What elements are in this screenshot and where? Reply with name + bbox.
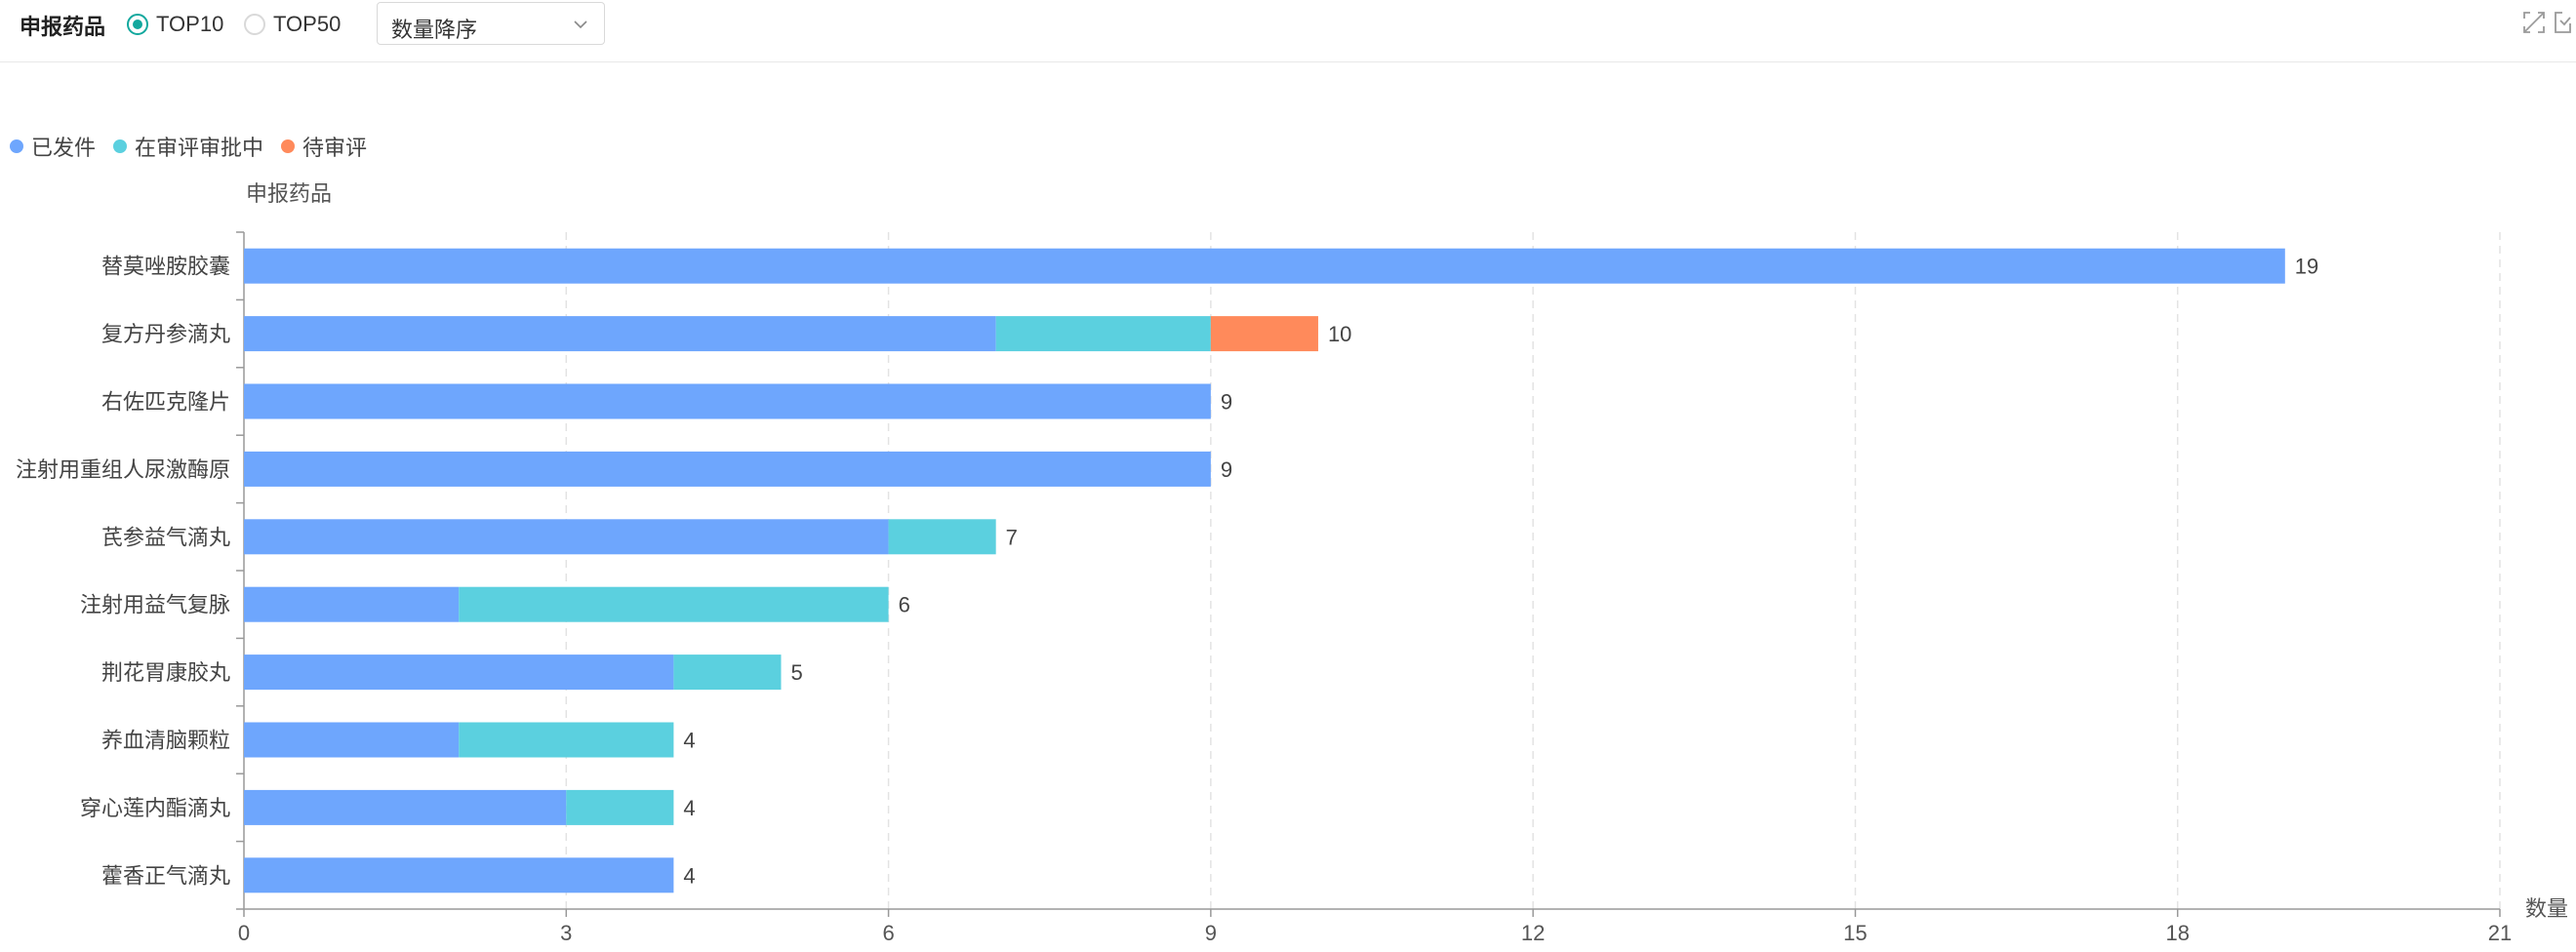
export-icon[interactable] [2553,10,2572,35]
bar-segment [244,248,2285,284]
bar-total-label: 4 [683,796,695,820]
bar-total-label: 7 [1006,525,1018,549]
bar-total-label: 19 [2295,255,2318,279]
radio-top50-label: TOP50 [273,12,342,36]
bar-total-label: 6 [899,593,910,617]
x-tick-label: 21 [2488,921,2512,945]
x-tick-label: 6 [882,921,894,945]
chevron-down-icon [574,20,587,29]
legend-item-issued[interactable]: 已发件 [10,131,96,162]
legend-item-pending[interactable]: 待审评 [281,131,367,162]
x-axis-title: 数量 [2525,896,2568,921]
legend-swatch-issued [10,139,23,153]
bar-segment [244,451,1211,487]
bar-total-label: 9 [1221,390,1232,415]
y-category-label: 替莫唑胺胶囊 [101,255,230,279]
radio-checked-icon[interactable] [127,14,148,35]
bar-segment [459,722,674,758]
radio-top50[interactable]: TOP50 [244,10,341,39]
expand-icon[interactable] [2521,10,2547,35]
y-category-label: 荆花胃康胶丸 [101,660,230,685]
bar-segment [566,789,674,825]
y-category-label: 复方丹参滴丸 [101,322,230,346]
sort-select[interactable]: 数量降序 [377,2,605,45]
legend-label-pending: 待审评 [302,136,368,160]
radio-top10[interactable]: TOP10 [127,10,223,39]
x-tick-label: 9 [1205,921,1217,945]
y-category-label: 养血清脑颗粒 [101,729,230,753]
x-tick-label: 3 [560,921,572,945]
legend-item-reviewing[interactable]: 在审评审批中 [113,131,263,162]
toolbar-title: 申报药品 [20,15,106,39]
y-category-label: 右佐匹克隆片 [101,390,230,415]
chart-legend: 已发件 在审评审批中 待审评 [10,131,384,162]
bar-total-label: 4 [683,863,695,888]
bar-segment [244,789,567,825]
bar-segment [459,586,889,622]
legend-label-issued: 已发件 [31,136,97,160]
bar-segment [244,519,889,555]
x-tick-label: 15 [1843,921,1867,945]
bar-segment [1210,316,1318,352]
bar-segment [244,722,460,758]
bar-segment [244,383,1211,419]
y-category-label: 穿心莲内酯滴丸 [80,796,230,820]
bar-segment [995,316,1211,352]
bar-segment [244,586,460,622]
y-category-label: 注射用益气复脉 [80,593,230,617]
radio-top10-label: TOP10 [156,12,224,36]
legend-label-reviewing: 在审评审批中 [135,136,264,160]
x-tick-label: 0 [238,921,250,945]
legend-swatch-reviewing [113,139,128,153]
sort-select-value: 数量降序 [391,18,478,42]
bar-total-label: 5 [790,660,802,685]
bar-segment [244,857,674,893]
y-category-label: 芪参益气滴丸 [101,525,230,549]
y-category-label: 藿香正气滴丸 [101,863,230,888]
bar-segment [244,654,674,691]
x-tick-label: 12 [1521,921,1545,945]
toolbar: 申报药品 TOP10 TOP50 数量降序 [0,0,2576,62]
bar-segment [244,316,996,352]
bar-total-label: 9 [1221,457,1232,482]
bar-total-label: 4 [683,729,695,753]
bar-segment [673,654,782,691]
bar-total-label: 10 [1328,322,1351,346]
y-category-label: 注射用重组人尿激酶原 [16,457,230,482]
bar-segment [888,519,996,555]
y-axis-title: 申报药品 [246,181,332,206]
radio-unchecked-icon[interactable] [244,14,265,35]
legend-swatch-pending [281,139,296,153]
x-tick-label: 18 [2165,921,2189,945]
